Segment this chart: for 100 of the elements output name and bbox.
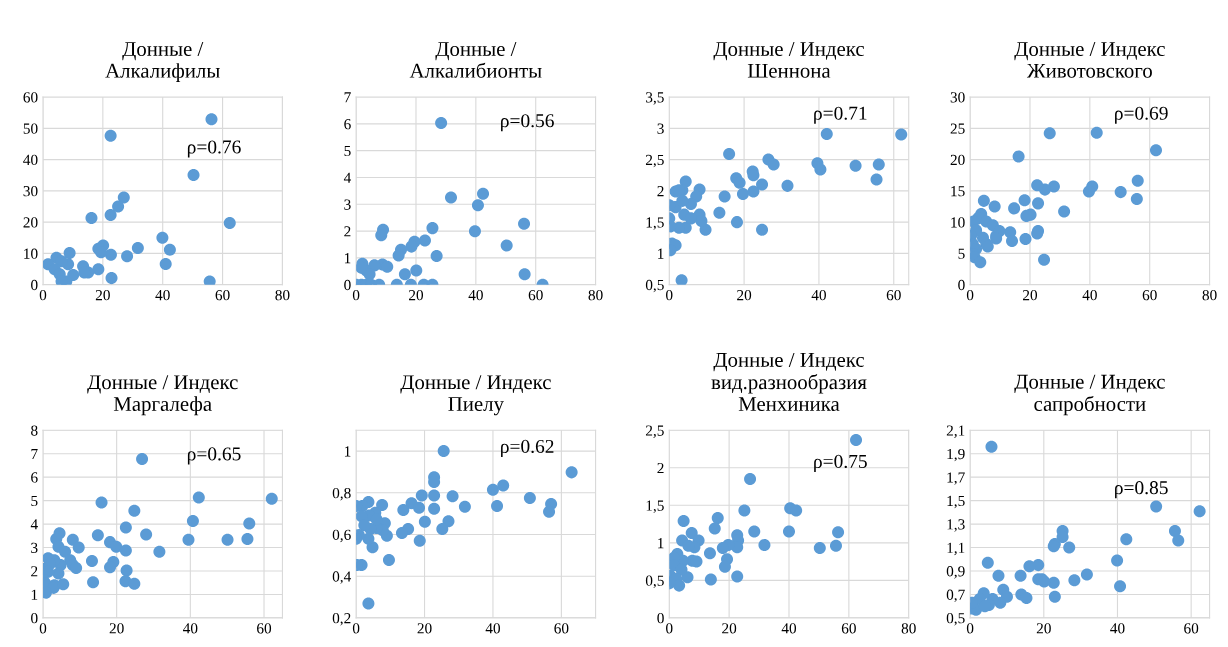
chart-title: Донные / Индекс Животовского [1014, 42, 1165, 78]
x-tick-label: 60 [257, 623, 272, 634]
y-tick-label: 2,5 [645, 425, 664, 438]
x-tick-label: 80 [275, 289, 290, 301]
x-tick-label: 60 [528, 289, 543, 301]
x-tick-label: 20 [417, 623, 432, 634]
y-tick-label: 0,4 [332, 571, 352, 584]
x-tick-label: 80 [588, 289, 603, 301]
y-tick-label: 0,9 [946, 566, 965, 579]
y-tick-label: 7 [31, 449, 38, 460]
y-tick-label: 0,5 [645, 279, 664, 293]
x-tick-label: 0 [39, 623, 47, 634]
y-tick-label: 1,7 [947, 472, 965, 485]
x-tick-label: 60 [1184, 623, 1199, 634]
y-tick-label: 3 [657, 123, 664, 134]
y-tick-label: 10 [951, 217, 965, 228]
x-tick-label: 40 [183, 623, 198, 634]
y-tick-label: 7 [344, 92, 351, 103]
chart-title: Донные / Индекс вид.разнообразия Менхиника [711, 352, 867, 412]
y-tick-label: 15 [951, 186, 965, 197]
x-tick-label: 60 [886, 289, 901, 301]
annotation: ρ=0.69 [1115, 106, 1168, 124]
y-tick-label: 1 [658, 538, 664, 549]
y-tick-label: 0 [31, 613, 38, 624]
chart-title: Донные / Алкалифилы [105, 42, 220, 83]
y-tick-label: 6 [31, 472, 38, 483]
chart-title: Донные / Индекс Пиелу [400, 375, 551, 416]
x-tick-label: 0 [666, 623, 673, 634]
y-tick-label: 4 [343, 172, 352, 183]
y-tick-label: 1,5 [947, 495, 965, 509]
y-tick-label: 3,5 [646, 92, 664, 105]
y-tick-label: 0,2 [332, 613, 351, 626]
x-tick-label: 40 [1082, 289, 1097, 301]
y-tick-label: 6 [344, 119, 351, 130]
x-tick-label: 20 [109, 623, 124, 634]
x-tick-label: 60 [554, 623, 569, 634]
annotation: ρ=0.62 [501, 439, 554, 457]
y-tick-label: 0 [657, 613, 664, 624]
annotation: ρ=0.85 [1115, 481, 1168, 499]
y-tick-label: 1 [658, 248, 664, 259]
x-tick-label: 0 [352, 623, 360, 634]
y-tick-label: 0,5 [946, 613, 965, 626]
y-tick-label: 30 [23, 186, 38, 197]
y-tick-label: 25 [950, 123, 965, 134]
x-tick-label: 80 [1202, 289, 1217, 301]
y-tick-label: 4 [30, 519, 38, 530]
x-tick-label: 60 [1142, 289, 1157, 301]
x-tick-label: 40 [485, 623, 501, 634]
x-tick-label: 20 [737, 289, 752, 301]
y-tick-label: 20 [950, 154, 965, 166]
chart-title: Донные / Индекс Шеннона [713, 42, 864, 78]
annotation: ρ=0.56 [501, 114, 554, 132]
y-tick-label: 2,5 [645, 154, 664, 168]
x-tick-label: 60 [215, 289, 230, 301]
y-tick-label: 2 [657, 462, 664, 474]
x-tick-label: 0 [966, 289, 974, 301]
y-tick-label: 2,1 [946, 425, 965, 438]
y-tick-label: 1 [31, 589, 38, 600]
y-tick-label: 20 [23, 217, 38, 228]
y-tick-label: 1 [344, 253, 351, 264]
x-tick-label: 20 [409, 289, 424, 301]
x-tick-label: 0 [966, 623, 974, 634]
y-tick-label: 8 [31, 425, 38, 436]
y-tick-label: 50 [23, 123, 38, 134]
x-tick-label: 40 [468, 289, 483, 301]
chart-title: Донные / Индекс сапробности [1014, 374, 1165, 416]
y-tick-label: 10 [24, 248, 38, 259]
y-tick-label: 2 [344, 226, 351, 237]
y-tick-label: 1,5 [646, 217, 664, 230]
y-tick-label: 60 [23, 92, 38, 103]
y-tick-label: 3 [344, 199, 351, 210]
x-tick-label: 20 [722, 623, 737, 634]
y-tick-label: 0 [958, 279, 965, 291]
y-tick-label: 1,1 [947, 542, 965, 556]
x-tick-label: 60 [841, 623, 856, 634]
chart-title: Донные / Алкалибионты [409, 42, 542, 78]
annotation: ρ=0.71 [814, 106, 867, 124]
y-tick-label: 0,5 [645, 575, 664, 589]
y-tick-label: 3 [31, 542, 38, 553]
y-tick-label: 1,9 [947, 448, 965, 462]
y-tick-label: 2 [31, 566, 38, 577]
x-tick-label: 40 [811, 289, 826, 301]
y-tick-label: 0,6 [332, 529, 351, 543]
chart-title: Донные / Индекс Маргалефа [87, 375, 238, 416]
x-tick-label: 20 [1036, 623, 1051, 634]
x-tick-label: 0 [39, 289, 47, 301]
y-tick-label: 5 [958, 248, 965, 259]
y-tick-label: 1,5 [646, 500, 664, 513]
y-tick-label: 1,3 [947, 519, 965, 532]
y-tick-label: 0,8 [332, 487, 351, 501]
y-tick-label: 30 [950, 92, 965, 103]
y-tick-label: 0 [344, 279, 351, 291]
x-tick-label: 0 [352, 289, 360, 301]
annotation: ρ=0.65 [187, 447, 241, 465]
y-tick-label: 0,7 [946, 589, 965, 603]
y-tick-label: 5 [31, 495, 38, 507]
y-tick-label: 40 [23, 154, 38, 166]
x-tick-label: 40 [1110, 623, 1125, 634]
x-tick-label: 0 [666, 289, 673, 301]
x-tick-label: 20 [1023, 289, 1038, 301]
